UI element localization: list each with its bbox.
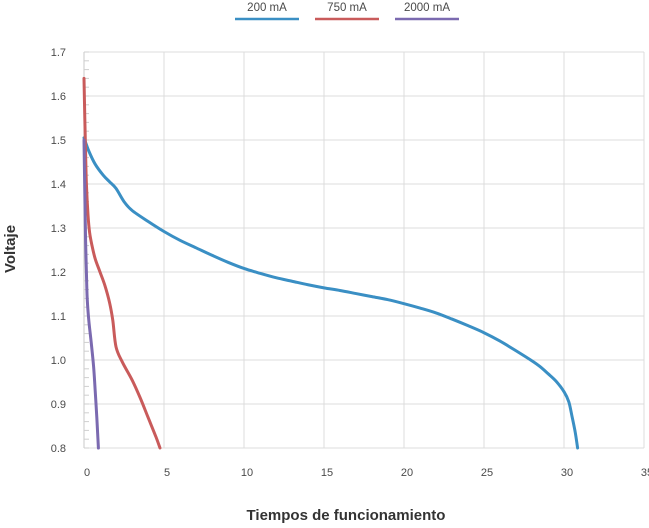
y-tick-label: 1.0 bbox=[51, 355, 66, 367]
y-tick-label: 1.4 bbox=[51, 179, 66, 191]
series-line-0 bbox=[82, 136, 580, 450]
legend-label: 750 mA bbox=[327, 2, 367, 14]
legend: 200 mA 750 mA 2000 mA bbox=[235, 2, 459, 21]
y-tick-label: 1.7 bbox=[51, 47, 66, 59]
y-tick-label: 1.5 bbox=[51, 135, 66, 147]
series-line-1 bbox=[82, 76, 162, 450]
grid bbox=[83, 51, 645, 449]
legend-item-0: 200 mA bbox=[235, 2, 299, 21]
legend-item-2: 2000 mA bbox=[395, 2, 459, 21]
series-line-2 bbox=[82, 138, 100, 450]
x-tick-label: 35 bbox=[641, 467, 649, 479]
y-tick-label: 1.2 bbox=[51, 267, 66, 279]
x-tick-label: 25 bbox=[481, 467, 493, 479]
legend-label: 200 mA bbox=[247, 2, 287, 14]
x-axis-title: Tiempos de funcionamiento bbox=[247, 507, 446, 523]
y-tick-label: 1.3 bbox=[51, 223, 66, 235]
y-tick-label: 0.8 bbox=[51, 443, 66, 455]
y-axis-tick-labels: 0.8 0.9 1.0 1.1 1.2 1.3 1.4 1.5 1.6 1.7 bbox=[51, 47, 66, 455]
x-tick-label: 30 bbox=[561, 467, 573, 479]
x-tick-label: 0 bbox=[84, 467, 90, 479]
x-tick-label: 10 bbox=[241, 467, 253, 479]
y-axis-title: Voltaje bbox=[2, 225, 19, 273]
legend-label: 2000 mA bbox=[404, 2, 450, 14]
legend-item-1: 750 mA bbox=[315, 2, 379, 21]
y-tick-label: 1.1 bbox=[51, 311, 66, 323]
y-tick-label: 0.9 bbox=[51, 399, 66, 411]
series-lines bbox=[82, 76, 580, 450]
x-tick-label: 20 bbox=[401, 467, 413, 479]
y-tick-label: 1.6 bbox=[51, 91, 66, 103]
x-axis-tick-labels: 0 5 10 15 20 25 30 35 bbox=[84, 467, 649, 479]
x-tick-label: 5 bbox=[164, 467, 170, 479]
x-tick-label: 15 bbox=[321, 467, 333, 479]
